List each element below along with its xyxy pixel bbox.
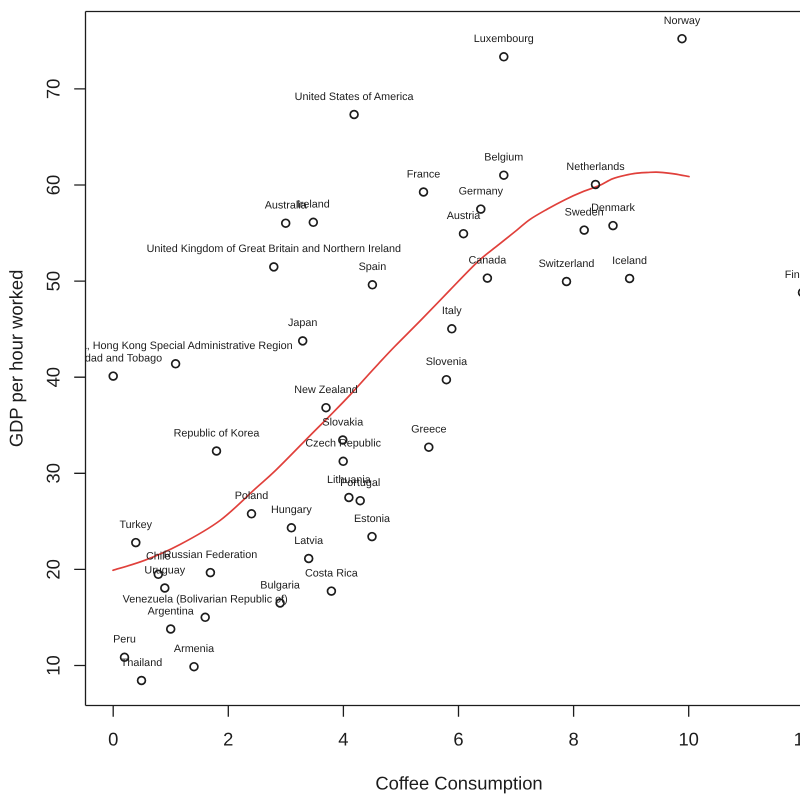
- svg-text:Australia: Australia: [265, 200, 307, 212]
- svg-text:Austria: Austria: [447, 210, 481, 222]
- svg-text:Belgium: Belgium: [484, 152, 523, 164]
- svg-text:Germany: Germany: [459, 185, 504, 197]
- svg-text:Chile: Chile: [146, 551, 171, 563]
- svg-text:60: 60: [43, 175, 64, 195]
- svg-text:Czech Republic: Czech Republic: [305, 438, 381, 450]
- svg-text:Iceland: Iceland: [612, 255, 647, 267]
- svg-text:Canada: Canada: [468, 254, 506, 266]
- svg-text:Denmark: Denmark: [591, 202, 635, 214]
- svg-text:Republic of Korea: Republic of Korea: [174, 427, 260, 439]
- svg-text:GDP per hour worked: GDP per hour worked: [6, 270, 27, 448]
- svg-text:Finland: Finland: [785, 269, 800, 281]
- svg-text:China, Hong Kong Special Admin: China, Hong Kong Special Administrative …: [59, 340, 293, 352]
- svg-text:8: 8: [568, 729, 578, 750]
- svg-text:Slovakia: Slovakia: [322, 416, 363, 428]
- svg-text:Coffee Consumption: Coffee Consumption: [375, 772, 542, 793]
- svg-text:Turkey: Turkey: [119, 519, 152, 531]
- svg-text:Latvia: Latvia: [294, 535, 323, 547]
- svg-text:10: 10: [678, 729, 698, 750]
- svg-text:Italy: Italy: [442, 305, 462, 317]
- svg-text:Norway: Norway: [664, 15, 701, 27]
- svg-text:70: 70: [43, 79, 64, 99]
- svg-text:Sweden: Sweden: [565, 206, 604, 218]
- svg-text:Trinidad and Tobago: Trinidad and Tobago: [64, 352, 162, 364]
- svg-text:12: 12: [794, 729, 800, 750]
- svg-text:0: 0: [108, 729, 118, 750]
- svg-text:Poland: Poland: [235, 490, 269, 502]
- svg-text:Bulgaria: Bulgaria: [260, 579, 300, 591]
- svg-text:20: 20: [43, 559, 64, 579]
- svg-text:New Zealand: New Zealand: [294, 384, 358, 396]
- svg-text:United Kingdom of Great Britai: United Kingdom of Great Britain and Nort…: [147, 243, 401, 255]
- svg-text:30: 30: [43, 463, 64, 483]
- svg-text:United States of America: United States of America: [295, 91, 414, 103]
- svg-text:Switzerland: Switzerland: [539, 258, 595, 270]
- svg-text:10: 10: [43, 655, 64, 675]
- svg-text:Armenia: Armenia: [174, 643, 214, 655]
- svg-text:Costa Rica: Costa Rica: [305, 567, 358, 579]
- svg-text:Lithuania: Lithuania: [327, 474, 371, 486]
- svg-text:Uruguay: Uruguay: [144, 564, 185, 576]
- svg-text:Japan: Japan: [288, 317, 317, 329]
- svg-text:Thailand: Thailand: [121, 657, 162, 669]
- svg-text:4: 4: [338, 729, 348, 750]
- svg-text:6: 6: [453, 729, 463, 750]
- svg-text:2: 2: [223, 729, 233, 750]
- svg-text:Russian Federation: Russian Federation: [164, 549, 258, 561]
- svg-text:Netherlands: Netherlands: [566, 161, 625, 173]
- svg-text:Luxembourg: Luxembourg: [474, 33, 534, 45]
- svg-text:50: 50: [43, 271, 64, 291]
- svg-text:France: France: [407, 168, 441, 180]
- svg-text:Greece: Greece: [411, 424, 446, 436]
- svg-text:Ireland: Ireland: [297, 199, 330, 211]
- svg-text:Slovenia: Slovenia: [426, 356, 467, 368]
- svg-text:Peru: Peru: [113, 634, 136, 646]
- svg-text:Estonia: Estonia: [354, 513, 390, 525]
- svg-text:Venezuela (Bolivarian Republic: Venezuela (Bolivarian Republic of): [123, 594, 288, 606]
- svg-text:Spain: Spain: [359, 261, 387, 273]
- svg-text:40: 40: [43, 367, 64, 387]
- svg-text:Argentina: Argentina: [148, 605, 194, 617]
- svg-text:Hungary: Hungary: [271, 504, 312, 516]
- svg-text:Portugal: Portugal: [340, 477, 380, 489]
